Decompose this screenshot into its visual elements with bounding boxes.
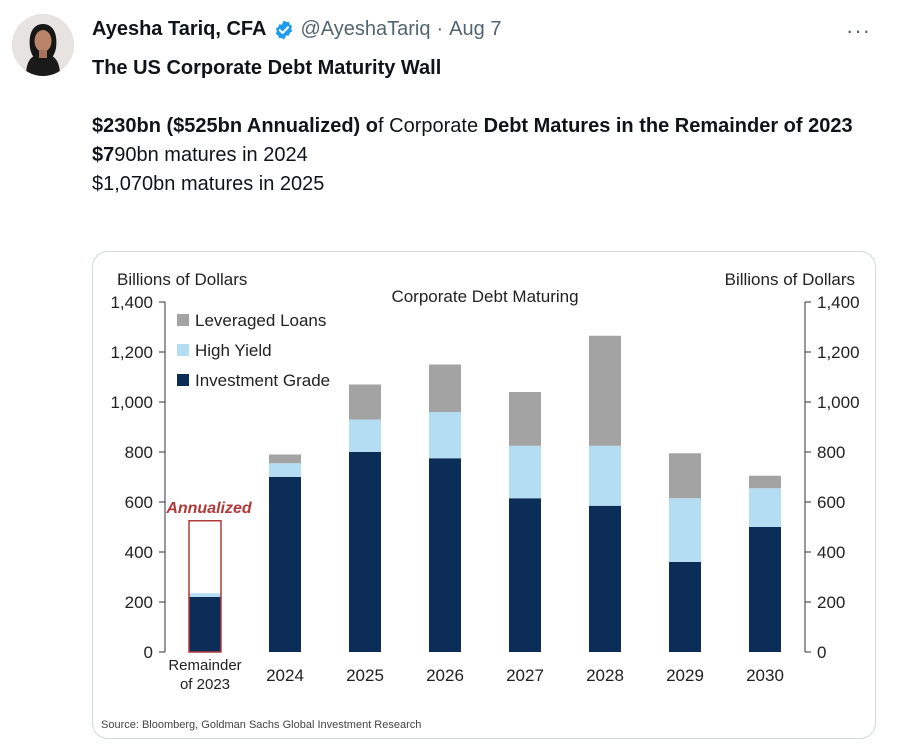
legend-swatch	[177, 374, 189, 386]
left-tick-label: 600	[125, 493, 153, 512]
annualized-outline	[188, 520, 222, 653]
left-tick-label: 800	[125, 443, 153, 462]
right-tick-label: 1,000	[817, 393, 860, 412]
left-tick-label: 400	[125, 543, 153, 562]
line2-regular-a: f	[378, 115, 390, 137]
legend-label: Investment Grade	[195, 371, 330, 390]
bar-segment	[349, 419, 381, 452]
y-axis-label-right: Billions of Dollars	[725, 270, 855, 289]
bar-segment	[749, 488, 781, 527]
bar-segment	[749, 527, 781, 652]
line2-bold-a: $230bn ($525bn Annualized) o	[92, 115, 378, 137]
left-tick-label: 1,000	[110, 393, 153, 412]
right-tick-label: 200	[817, 593, 845, 612]
legend-label: High Yield	[195, 341, 272, 360]
x-tick-label: of 2023	[180, 676, 230, 693]
left-tick-label: 1,200	[110, 343, 153, 362]
legend-swatch	[177, 314, 189, 326]
bar-segment	[269, 454, 301, 464]
bar-segment	[589, 505, 621, 652]
tweet-image[interactable]: 0 0 200 200 400 400 600 600 800 800 1,000 1,000 1,20…	[92, 251, 876, 739]
x-tick-label: Remainder	[168, 657, 241, 674]
source-note: Source: Bloomberg, Goldman Sachs Global …	[101, 719, 421, 731]
line2-bold-b: Debt Matures in the Remainder of 2023	[483, 115, 853, 137]
legend-label: Leveraged Loans	[195, 311, 326, 330]
bar-segment	[269, 463, 301, 477]
right-tick-label: 1,400	[817, 293, 860, 312]
right-tick-label: 400	[817, 543, 845, 562]
bar-segment	[669, 453, 701, 499]
left-tick-label: 0	[144, 643, 153, 662]
line2-regular-b: Corporate	[389, 115, 484, 137]
verified-badge-icon	[275, 19, 292, 40]
bar-segment	[189, 597, 221, 652]
debt-maturity-chart: 0 0 200 200 400 400 600 600 800 800 1,000 1,000 1,20…	[101, 270, 860, 731]
bar-segment	[589, 445, 621, 506]
tweet-line-4: $1,070bn matures in 2025	[92, 173, 325, 195]
chart-title: Corporate Debt Maturing	[391, 287, 578, 306]
annualized-label: Annualized	[165, 500, 253, 517]
right-tick-label: 600	[817, 493, 845, 512]
author-name[interactable]: Ayesha Tariq, CFA	[92, 18, 267, 40]
separator-dot: ·	[436, 18, 444, 40]
x-tick-label: 2030	[746, 666, 784, 685]
bar-segment	[349, 452, 381, 652]
x-tick-label: 2027	[506, 666, 544, 685]
right-tick-label: 800	[817, 443, 845, 462]
profile-photo-icon	[12, 14, 74, 76]
bar-segment	[509, 445, 541, 499]
tweet-text: The US Corporate Debt Maturity Wall $230…	[92, 54, 882, 199]
x-tick-label: 2025	[346, 666, 384, 685]
bar-segment	[349, 384, 381, 420]
bar-segment	[749, 475, 781, 489]
x-tick-label: 2024	[266, 666, 304, 685]
bar-segment	[189, 593, 221, 597]
bar-segment	[269, 477, 301, 652]
line-gap	[92, 83, 882, 112]
bar-segment	[429, 412, 461, 459]
author-handle[interactable]: @AyeshaTariq	[300, 18, 431, 40]
bar-segment	[509, 498, 541, 652]
tweet-line-2: $230bn ($525bn Annualized) of Corporate …	[92, 112, 882, 141]
bar-segment	[589, 335, 621, 446]
tweet-date[interactable]: Aug 7	[449, 18, 502, 40]
y-axis-label-left: Billions of Dollars	[117, 270, 247, 289]
line3-bold: $7	[92, 144, 115, 166]
tweet-title: The US Corporate Debt Maturity Wall	[92, 57, 442, 79]
x-tick-label: 2029	[666, 666, 704, 685]
legend-swatch	[177, 344, 189, 356]
left-tick-label: 200	[125, 593, 153, 612]
left-tick-label: 1,400	[110, 293, 153, 312]
bar-segment	[669, 562, 701, 652]
avatar[interactable]	[12, 14, 74, 76]
tweet-header: Ayesha Tariq, CFA @AyeshaTariq · Aug 7	[92, 18, 501, 41]
right-tick-label: 0	[817, 643, 826, 662]
more-options-icon[interactable]: ···	[846, 18, 871, 43]
x-tick-label: 2028	[586, 666, 624, 685]
line3-regular: 90bn matures in 2024	[114, 144, 308, 166]
bar-segment	[669, 498, 701, 562]
bar-segment	[429, 364, 461, 412]
right-tick-label: 1,200	[817, 343, 860, 362]
bar-segment	[429, 458, 461, 652]
bar-segment	[509, 392, 541, 446]
x-tick-label: 2026	[426, 666, 464, 685]
tweet-line-3: $790bn matures in 2024	[92, 141, 882, 170]
